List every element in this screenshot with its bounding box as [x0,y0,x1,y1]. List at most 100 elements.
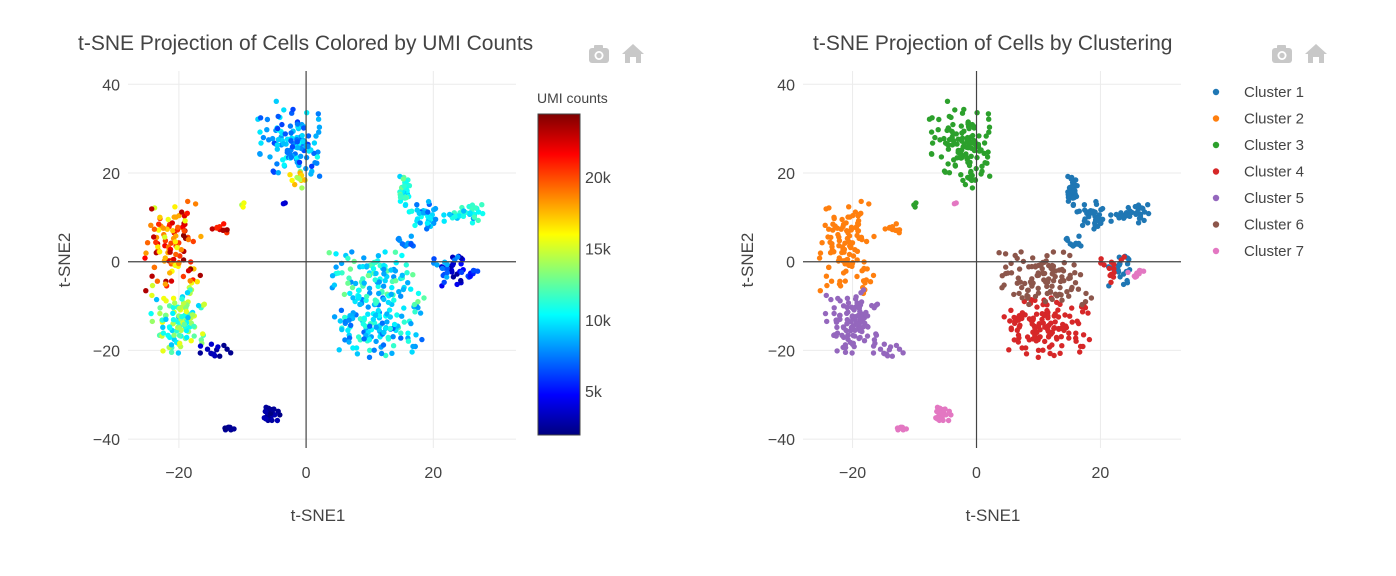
data-point [965,121,971,127]
camera-icon[interactable] [1272,45,1292,63]
data-point [1011,291,1017,298]
data-point [171,256,177,263]
data-point [822,310,829,317]
data-point [375,307,382,314]
data-point [280,157,286,163]
data-point [294,139,300,145]
data-point [274,125,281,132]
data-point [1133,210,1139,216]
data-point [960,144,966,150]
home-icon[interactable] [1305,44,1327,63]
data-point [380,283,387,289]
data-point [365,311,371,317]
data-point [154,278,161,284]
data-point [172,239,179,245]
data-point [850,325,856,331]
data-point [396,235,402,242]
data-point [469,220,476,226]
data-point [936,116,942,123]
data-point [852,296,859,302]
data-point [834,330,841,336]
data-point [168,240,174,246]
data-point [282,131,288,137]
data-point [392,268,399,274]
data-point [149,273,155,279]
data-point [1002,251,1009,257]
data-point [198,233,204,240]
legend-item[interactable]: Cluster 1 [1212,84,1304,101]
data-point [1052,319,1058,325]
data-point [331,314,338,320]
data-point [999,273,1005,279]
data-point [153,296,160,303]
data-point [1039,266,1045,272]
data-point [873,331,879,337]
data-point [844,317,850,323]
data-point [170,304,176,311]
data-point [1133,273,1140,279]
data-point [360,321,366,327]
data-point [271,169,277,175]
data-point [224,227,230,233]
data-point [1139,205,1145,211]
home-icon[interactable] [622,44,644,63]
data-point [345,327,351,333]
legend-item[interactable]: Cluster 2 [1212,111,1304,128]
data-point [383,352,389,359]
data-point [846,239,852,245]
data-point [162,281,169,287]
legend-item[interactable]: Cluster 3 [1212,137,1304,154]
legend-item[interactable]: Cluster 6 [1212,217,1304,234]
data-point [471,214,478,220]
legend-item[interactable]: Cluster 7 [1212,243,1304,260]
data-point [1076,233,1082,239]
cluster-scatter-chart: t-SNE Projection of Cells by Clustering … [738,32,1327,525]
legend-item[interactable]: Cluster 5 [1212,190,1304,207]
data-point [1040,347,1046,353]
data-point [441,279,447,285]
data-point [871,233,877,240]
data-point [1019,284,1025,291]
data-point [220,227,226,233]
data-point [1077,272,1084,278]
data-point [1050,249,1057,255]
data-point [1016,266,1023,272]
data-point [425,209,431,215]
data-point [1048,320,1054,326]
camera-icon[interactable] [589,45,609,63]
data-point [346,335,353,341]
data-point [1049,271,1055,277]
data-point [928,129,935,135]
data-point [857,308,863,315]
data-point [839,332,845,338]
data-point [151,226,158,232]
data-point [1016,335,1022,341]
data-point [1030,255,1036,261]
data-point [941,135,947,142]
colorbar-gradient [537,113,581,436]
data-point [163,298,169,304]
data-point [1034,272,1040,279]
data-point [1068,176,1074,182]
data-point [460,213,467,219]
data-point [1066,330,1072,336]
data-point [1032,293,1039,300]
data-point [1035,354,1041,360]
data-point [467,210,473,216]
legend-item[interactable]: Cluster 4 [1212,164,1304,181]
data-point [347,266,354,272]
data-point [345,255,351,262]
data-point [1086,336,1093,343]
data-point [1049,342,1055,348]
x-axis-label: t-SNE1 [966,506,1021,525]
data-point [942,169,949,175]
data-point [1070,195,1076,201]
data-point [309,163,315,169]
data-point [945,417,952,424]
data-point [404,242,410,248]
data-point [1018,249,1024,255]
data-point [360,263,366,270]
data-point [1081,202,1088,208]
data-point [316,173,323,179]
data-point [149,318,155,325]
